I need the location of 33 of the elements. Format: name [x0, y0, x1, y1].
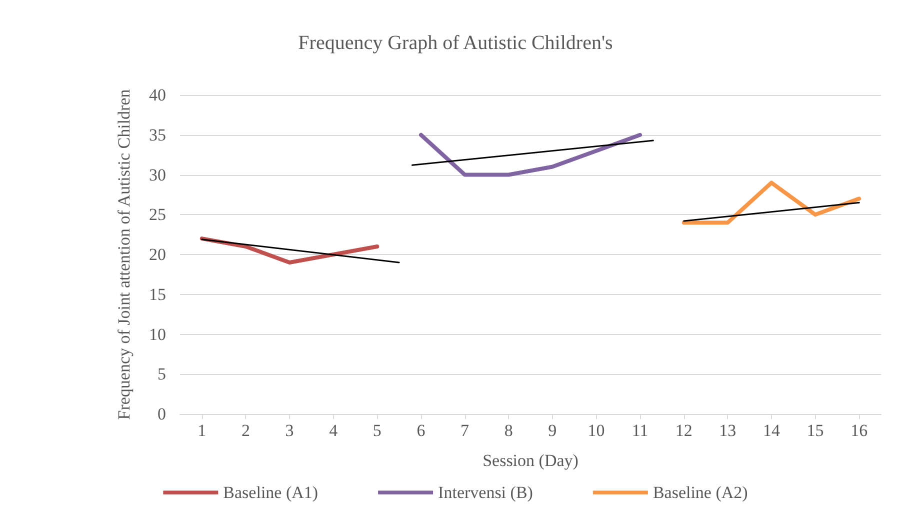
line-series: [418, 132, 642, 177]
x-tick-label: 12: [675, 421, 692, 440]
x-tick-label: 9: [548, 421, 557, 440]
legend-label: Baseline (A2): [652, 483, 748, 502]
y-axis-title: Frequency of Joint attention of Autistic Children: [114, 88, 134, 420]
y-tick-label: 35: [149, 125, 166, 144]
y-tick-label: 15: [149, 284, 166, 304]
x-tick-label: 15: [806, 421, 824, 440]
x-tick-label: 3: [285, 421, 294, 440]
line-series: [682, 180, 862, 225]
y-tick-label: 20: [149, 245, 166, 264]
y-tick-label: 40: [149, 86, 166, 104]
x-tick-label: 2: [241, 421, 250, 440]
x-tick-label: 6: [416, 421, 426, 440]
x-tick-label: 5: [372, 421, 382, 440]
y-tick-label: 5: [158, 364, 166, 384]
chart-title: Frequency Graph of Autistic Children's: [298, 32, 614, 54]
x-tick-label: 16: [850, 421, 868, 440]
x-axis-title: Session (Day): [482, 451, 578, 470]
x-tick-label: 13: [719, 421, 736, 440]
x-tick-label: 7: [460, 421, 470, 440]
y-tick-label: 25: [149, 205, 166, 224]
x-tick-label: 14: [762, 421, 780, 440]
y-tick-label: 0: [158, 404, 166, 424]
x-tick-label: 1: [198, 421, 206, 440]
y-tick-label: 30: [149, 165, 166, 184]
x-tick-label: 11: [632, 421, 648, 440]
x-tick-label: 10: [588, 421, 605, 440]
y-tick-label: 10: [149, 324, 166, 344]
x-tick-label: 4: [329, 421, 338, 440]
legend-label: Intervensi (B): [438, 483, 533, 502]
x-tick-label: 8: [504, 421, 513, 440]
legend-label: Baseline (A1): [223, 483, 318, 502]
